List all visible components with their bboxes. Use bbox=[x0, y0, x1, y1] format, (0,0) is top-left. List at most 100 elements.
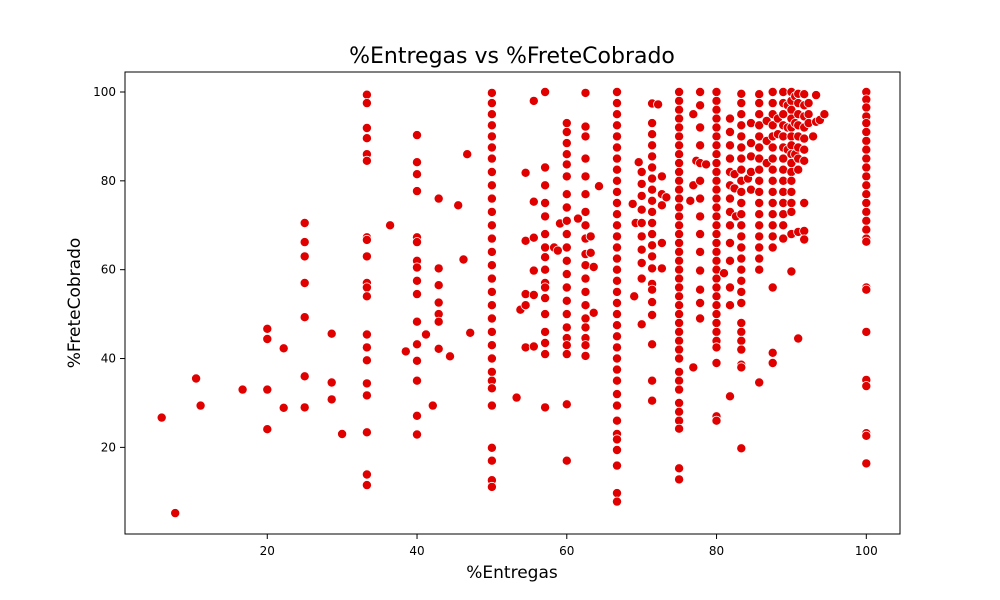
y-tick-label: 60 bbox=[101, 263, 116, 277]
data-point bbox=[861, 236, 872, 247]
data-point bbox=[580, 171, 591, 182]
data-point bbox=[736, 335, 747, 346]
data-point bbox=[636, 204, 647, 215]
data-point bbox=[799, 144, 810, 155]
data-point bbox=[540, 264, 551, 275]
data-point bbox=[612, 209, 623, 220]
data-point bbox=[754, 89, 765, 100]
data-point bbox=[299, 277, 310, 288]
plot-area bbox=[124, 71, 901, 535]
data-point bbox=[361, 234, 372, 245]
data-point bbox=[520, 289, 531, 300]
data-point bbox=[674, 158, 685, 169]
data-point bbox=[711, 175, 722, 186]
data-point bbox=[736, 153, 747, 164]
data-point bbox=[561, 340, 572, 351]
data-point bbox=[411, 169, 422, 180]
data-point bbox=[411, 186, 422, 197]
data-point bbox=[754, 253, 765, 264]
y-tick-label: 80 bbox=[101, 174, 116, 188]
data-point bbox=[612, 87, 623, 98]
data-point bbox=[361, 291, 372, 302]
data-point bbox=[486, 220, 497, 231]
data-point bbox=[711, 184, 722, 195]
data-point bbox=[486, 98, 497, 109]
data-point bbox=[767, 231, 778, 242]
data-point bbox=[511, 392, 522, 403]
data-point bbox=[729, 169, 740, 180]
data-point bbox=[486, 246, 497, 257]
data-point bbox=[156, 412, 167, 423]
data-point bbox=[688, 362, 699, 373]
data-point bbox=[612, 400, 623, 411]
data-point bbox=[695, 175, 706, 186]
data-point bbox=[580, 300, 591, 311]
data-point bbox=[540, 162, 551, 173]
data-point bbox=[674, 326, 685, 337]
data-point bbox=[688, 180, 699, 191]
data-point bbox=[612, 175, 623, 186]
data-point bbox=[612, 375, 623, 386]
data-point bbox=[528, 265, 539, 276]
data-point bbox=[486, 400, 497, 411]
data-point bbox=[453, 200, 464, 211]
data-point bbox=[612, 153, 623, 164]
data-point bbox=[711, 282, 722, 293]
data-point bbox=[585, 247, 596, 258]
data-point bbox=[647, 118, 658, 129]
data-point bbox=[736, 362, 747, 373]
data-point bbox=[736, 98, 747, 109]
data-point bbox=[674, 397, 685, 408]
data-point bbox=[711, 166, 722, 177]
data-point bbox=[746, 166, 757, 177]
data-point bbox=[433, 343, 444, 354]
data-point bbox=[486, 366, 497, 377]
data-point bbox=[647, 173, 658, 184]
data-point bbox=[736, 142, 747, 153]
data-point bbox=[361, 427, 372, 438]
data-point bbox=[520, 167, 531, 178]
data-point bbox=[612, 253, 623, 264]
data-point bbox=[636, 166, 647, 177]
data-point bbox=[711, 158, 722, 169]
data-point bbox=[736, 186, 747, 197]
data-point bbox=[612, 186, 623, 197]
data-point bbox=[695, 229, 706, 240]
data-point bbox=[580, 340, 591, 351]
data-point bbox=[754, 120, 765, 131]
chart-title: %Entregas vs %FreteCobrado bbox=[349, 44, 675, 69]
data-point bbox=[411, 410, 422, 421]
data-point bbox=[674, 273, 685, 284]
data-point bbox=[540, 252, 551, 263]
data-point bbox=[528, 232, 539, 243]
data-point bbox=[191, 373, 202, 384]
data-point bbox=[695, 297, 706, 308]
data-point bbox=[754, 186, 765, 197]
data-point bbox=[695, 246, 706, 257]
data-point bbox=[803, 109, 814, 120]
data-point bbox=[746, 138, 757, 149]
data-point bbox=[561, 255, 572, 266]
data-point bbox=[361, 329, 372, 340]
data-point bbox=[674, 193, 685, 204]
data-point bbox=[561, 269, 572, 280]
data-point bbox=[736, 443, 747, 454]
data-point bbox=[736, 120, 747, 131]
data-point bbox=[612, 389, 623, 400]
data-point bbox=[580, 350, 591, 361]
data-point bbox=[636, 231, 647, 242]
data-point bbox=[262, 424, 273, 435]
data-point bbox=[299, 237, 310, 248]
data-point bbox=[486, 109, 497, 120]
data-point bbox=[674, 291, 685, 302]
data-point bbox=[540, 242, 551, 253]
data-point bbox=[767, 164, 778, 175]
data-point bbox=[674, 237, 685, 248]
data-point bbox=[711, 149, 722, 160]
y-tick-label: 40 bbox=[101, 352, 116, 366]
data-point bbox=[674, 474, 685, 485]
data-point bbox=[237, 384, 248, 395]
data-point bbox=[695, 284, 706, 295]
data-point bbox=[647, 375, 658, 386]
data-point bbox=[674, 95, 685, 106]
